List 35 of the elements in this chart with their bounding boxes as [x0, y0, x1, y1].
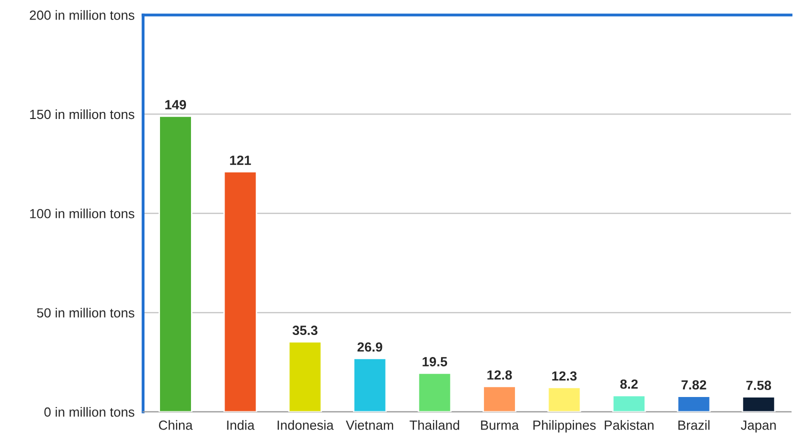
y-tick-label: 50 in million tons [37, 308, 134, 318]
x-tick-label: China [158, 420, 193, 430]
x-tick-label: Japan [740, 420, 776, 432]
data-label: 12.3 [552, 371, 577, 381]
data-label: 149 [165, 100, 186, 110]
bar [288, 341, 322, 412]
data-label: 19.5 [422, 357, 448, 366]
bar [547, 386, 582, 412]
data-label: 8.2 [620, 379, 638, 389]
data-label: 35.3 [292, 326, 318, 336]
bar [482, 386, 516, 412]
data-label: 12.8 [487, 370, 512, 380]
x-tick-label: Thailand [410, 420, 460, 430]
bar [742, 396, 776, 412]
bar [158, 115, 192, 412]
x-tick-label: Pakistan [604, 420, 654, 430]
data-label: 7.82 [682, 380, 706, 390]
bar [223, 171, 258, 412]
y-tick-label: 200 in million tons [30, 10, 134, 20]
bar [612, 394, 646, 412]
x-tick-label: Vietnam [346, 420, 394, 430]
x-tick-label: India [227, 420, 255, 430]
bar [676, 396, 711, 412]
data-label: 7.58 [746, 380, 772, 390]
x-tick-label: Burma [481, 420, 519, 430]
bar [352, 358, 387, 412]
data-label: 121 [230, 156, 251, 165]
y-tick-label: 150 in million tons [30, 109, 134, 120]
x-tick-label: Philippines [533, 420, 596, 432]
x-tick-label: Brazil [678, 420, 710, 430]
x-tick-label: Indonesia [278, 420, 334, 430]
bar [418, 372, 452, 412]
y-tick-label: 0 in million tons [44, 407, 134, 417]
y-tick-label: 100 in million tons [30, 208, 134, 218]
data-label: 26.9 [357, 342, 382, 352]
